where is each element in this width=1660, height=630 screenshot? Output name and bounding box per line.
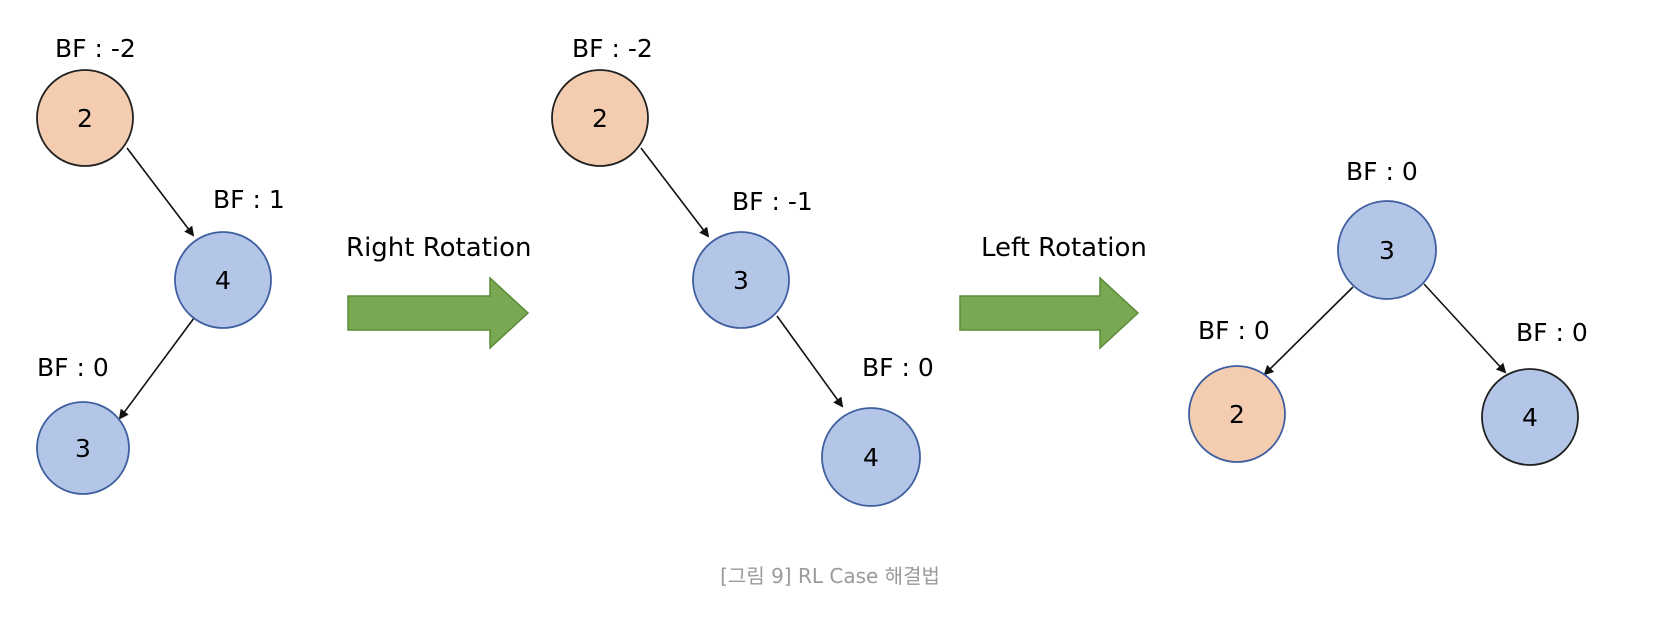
right-arrow-icon (347, 276, 530, 350)
bf-label-s3-right: BF : 0 (1516, 318, 1588, 347)
transition-right-rotation: Right Rotation (346, 233, 531, 350)
bf-label-s2-root: BF : -2 (572, 34, 653, 63)
node-value-s1-root: 2 (77, 104, 93, 133)
figure-caption: [그림 9] RL Case 해결법 (720, 564, 940, 588)
bf-label-s1-leaf: BF : 0 (37, 353, 109, 382)
stage-3-tree: BF : 0 3 BF : 0 2 BF : 0 4 (1188, 157, 1588, 466)
node-s1-root (36, 69, 134, 167)
node-value-s2-leaf: 4 (863, 443, 879, 472)
left-rotation-arrow-icon (959, 276, 1140, 350)
edge-s1-root-to-mid (126, 147, 195, 237)
node-s3-left (1188, 365, 1286, 463)
bf-label-s3-root: BF : 0 (1346, 157, 1418, 186)
node-s3-root (1337, 200, 1437, 300)
bf-label-s3-left: BF : 0 (1198, 316, 1270, 345)
edge-s2-mid-to-leaf (776, 315, 844, 408)
node-value-s1-mid: 4 (215, 266, 231, 295)
edge-s1-mid-to-leaf (118, 313, 198, 420)
bf-label-s1-root: BF : -2 (55, 34, 136, 63)
node-value-s3-right: 4 (1522, 403, 1538, 432)
bf-label-s2-mid: BF : -1 (732, 187, 813, 216)
node-s1-mid (174, 231, 272, 329)
edge-s3-root-to-left (1263, 286, 1354, 376)
node-value-s3-left: 2 (1229, 400, 1245, 429)
node-s2-leaf (821, 407, 921, 507)
node-value-s2-mid: 3 (733, 266, 749, 295)
node-value-s2-root: 2 (592, 104, 608, 133)
transition-left-rotation: Left Rotation (959, 233, 1147, 350)
stage-1-tree: BF : -2 2 BF : 1 4 BF : 0 3 (36, 34, 285, 495)
stage-2-tree: BF : -2 2 BF : -1 3 BF : 0 4 (551, 34, 934, 507)
node-s1-leaf (36, 401, 130, 495)
edge-s2-root-to-mid (640, 147, 710, 238)
node-value-s3-root: 3 (1379, 236, 1395, 265)
edge-s3-root-to-right (1423, 283, 1507, 374)
node-s3-right (1481, 368, 1579, 466)
bf-label-s1-mid: BF : 1 (213, 185, 285, 214)
left-rotation-label: Left Rotation (981, 233, 1147, 263)
node-s2-mid (692, 231, 790, 329)
right-rotation-label: Right Rotation (346, 233, 531, 263)
node-s2-root (551, 69, 649, 167)
bf-label-s2-leaf: BF : 0 (862, 353, 934, 382)
node-value-s1-leaf: 3 (75, 434, 91, 463)
